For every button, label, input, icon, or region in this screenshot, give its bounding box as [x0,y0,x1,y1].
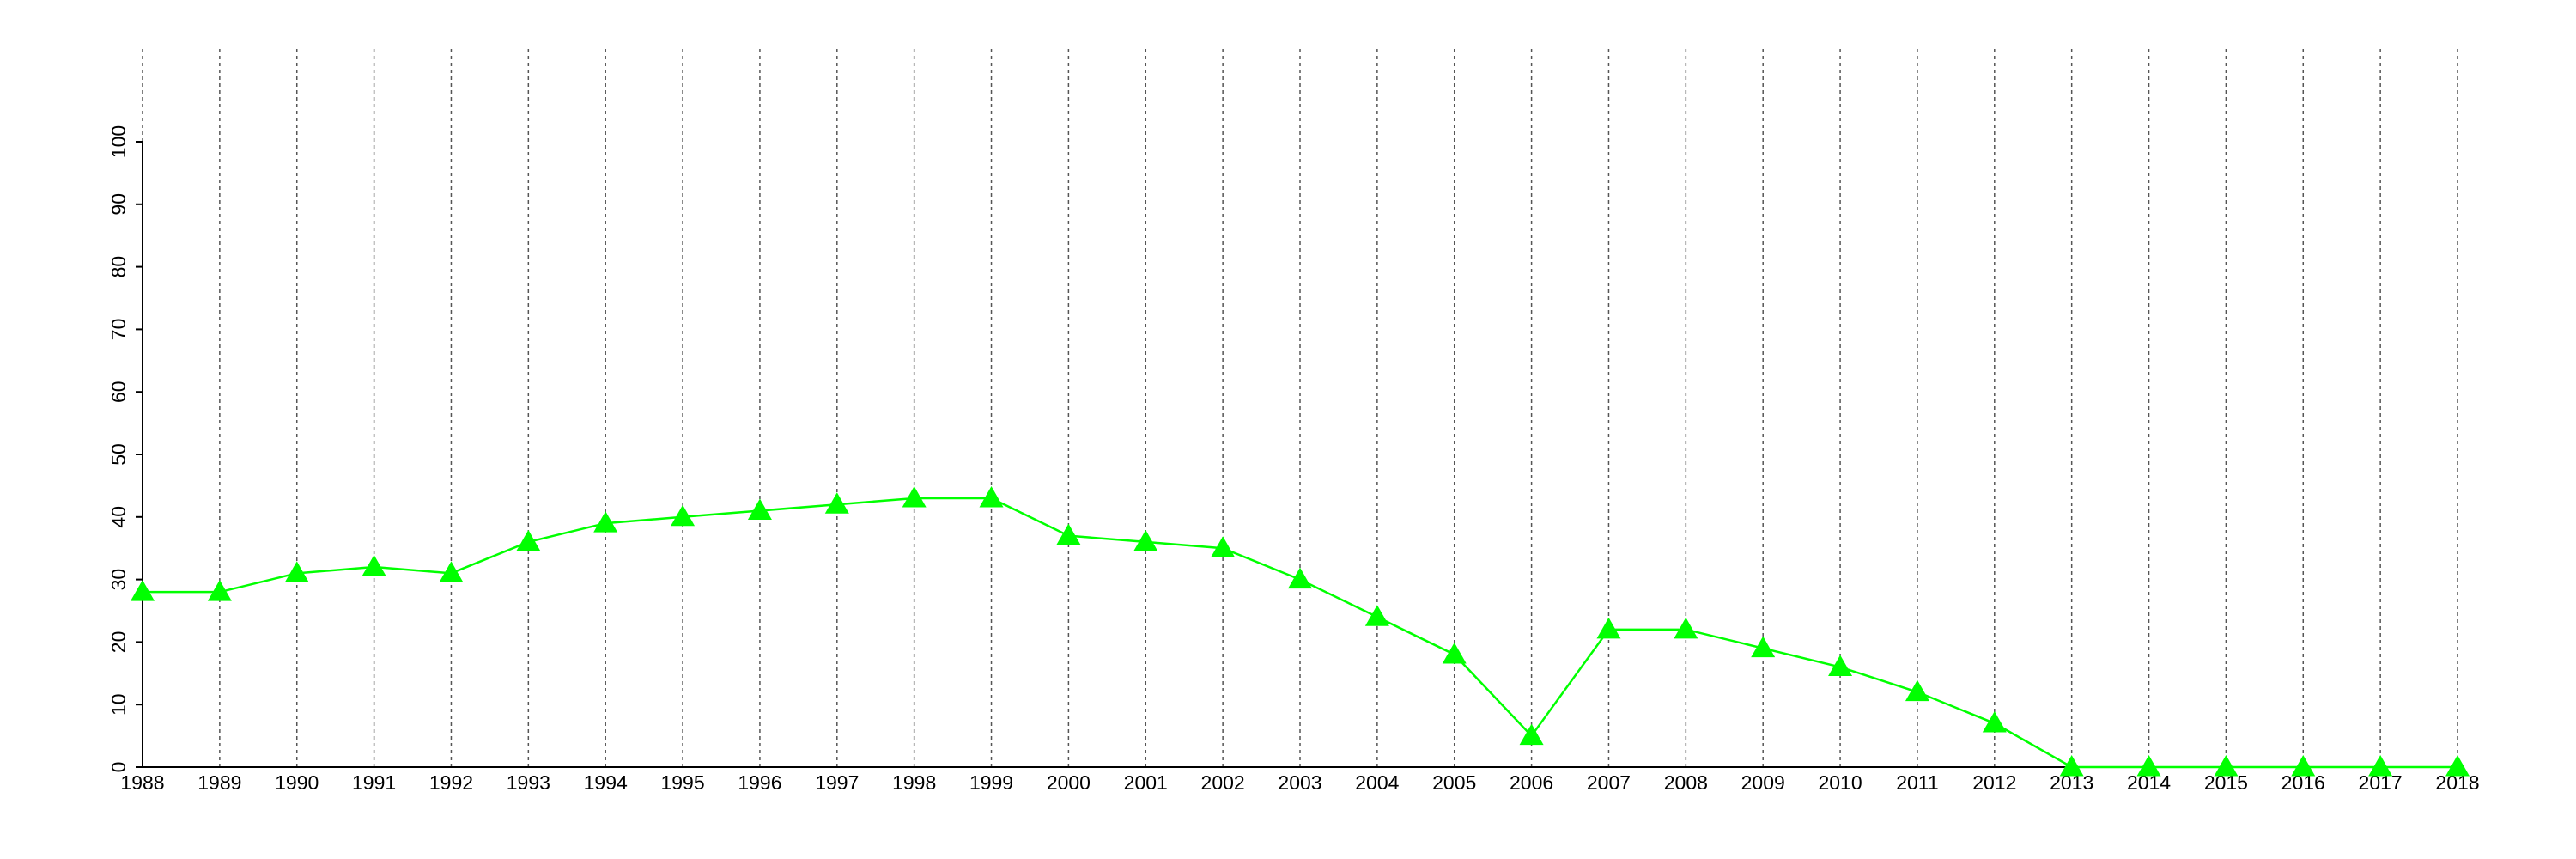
x-tick-label: 1990 [275,771,319,794]
data-point [1211,536,1236,557]
x-tick-label: 1994 [584,771,628,794]
y-tick-label: 10 [107,693,130,716]
data-point [1596,617,1621,639]
y-tick-label: 90 [107,193,130,216]
x-tick-label: 2007 [1587,771,1631,794]
data-point [1674,617,1698,639]
y-tick-label: 20 [107,631,130,654]
data-point [439,561,464,582]
x-tick-label: 1993 [507,771,550,794]
data-point [284,561,309,582]
x-tick-label: 2002 [1201,771,1245,794]
y-tick-label: 70 [107,319,130,341]
data-point [902,485,927,508]
x-tick-label: 1997 [815,771,859,794]
data-point [1288,567,1312,589]
data-point [2368,755,2393,777]
data-point [1519,723,1544,746]
x-tick-label: 1998 [892,771,936,794]
x-tick-label: 1989 [197,771,241,794]
data-point [2291,755,2316,777]
x-tick-label: 2009 [1741,771,1785,794]
y-tick-label: 50 [107,443,130,466]
data-point [747,498,772,521]
data-point [1905,679,1929,702]
x-tick-label: 2003 [1278,771,1321,794]
y-tick-label: 100 [107,125,130,158]
data-point [1442,642,1467,664]
x-tick-label: 1992 [429,771,473,794]
y-tick-label: 80 [107,256,130,278]
data-point [207,580,232,601]
data-point [671,504,696,527]
x-tick-label: 1996 [738,771,781,794]
data-point [2059,755,2084,777]
x-tick-label: 2012 [1972,771,2016,794]
data-point [1982,711,2007,733]
x-tick-label: 2005 [1432,771,1476,794]
data-point [593,511,618,533]
data-point [1828,655,1853,677]
x-tick-label: 2008 [1664,771,1708,794]
data-point [361,555,386,576]
x-tick-label: 1991 [352,771,396,794]
y-tick-label: 40 [107,506,130,528]
x-tick-label: 2001 [1124,771,1168,794]
data-point [2136,755,2161,777]
x-tick-label: 1995 [660,771,704,794]
data-point [1133,529,1158,551]
x-tick-label: 2010 [1818,771,1862,794]
data-point [1364,605,1389,626]
y-tick-label: 60 [107,381,130,403]
data-point [824,492,849,514]
data-point [1056,523,1081,545]
data-point [2214,755,2239,777]
x-tick-label: 2000 [1047,771,1091,794]
y-tick-label: 0 [107,762,130,773]
x-tick-label: 2004 [1355,771,1399,794]
data-point [1751,636,1776,658]
x-tick-label: 1988 [120,771,164,794]
data-point [979,485,1004,508]
x-tick-label: 2006 [1510,771,1553,794]
x-tick-label: 1999 [969,771,1013,794]
data-point [131,580,155,601]
data-point [516,529,541,551]
data-point [2445,755,2470,777]
y-tick-label: 30 [107,569,130,591]
x-tick-label: 2011 [1896,771,1938,794]
